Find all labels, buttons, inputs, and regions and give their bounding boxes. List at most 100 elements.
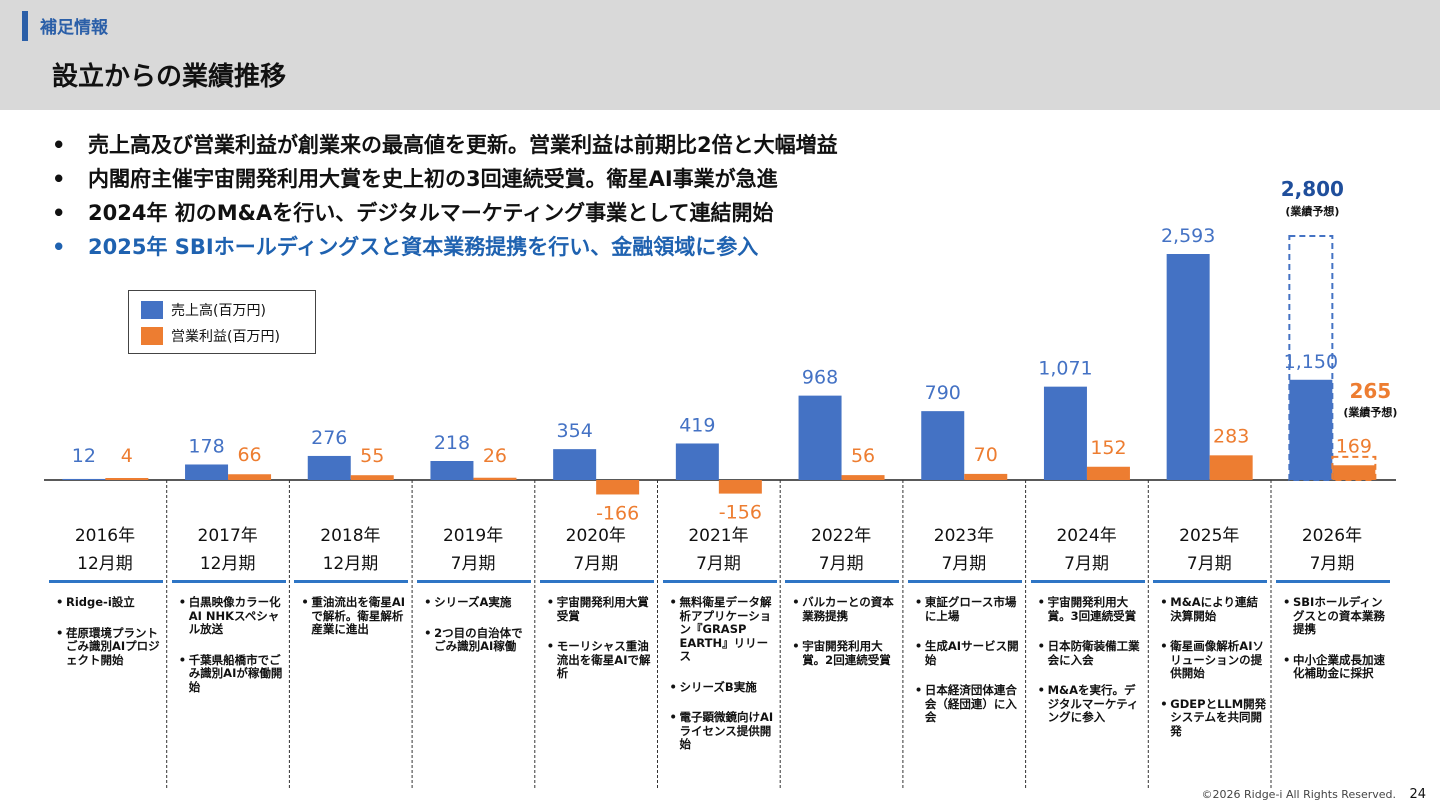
op-value-label: 66 <box>237 444 261 466</box>
op-bar <box>350 475 394 480</box>
sales-bar <box>1043 386 1087 480</box>
milestone-list: 宇宙開発利用大賞受賞モーリシャス重油流出を衛星AIで解析 <box>547 595 655 698</box>
milestone-item: 中小企業成長加速化補助金に採択 <box>1283 653 1391 681</box>
period-term: 12月期 <box>77 554 133 574</box>
milestone-item: M&Aを実行。デジタルマーケティングに参入 <box>1038 683 1146 725</box>
period-underline <box>171 580 286 583</box>
milestone-list: 白黒映像カラー化AI NHKスペシャル放送千葉県船橋市でごみ識別AIが稼働開始 <box>179 595 287 711</box>
sales-value-label: 1,071 <box>1038 358 1092 380</box>
period-underline <box>662 580 777 583</box>
sales-value-label: 419 <box>679 414 715 436</box>
page-title: 設立からの業績推移 <box>52 62 287 92</box>
op-value-label: 169 <box>1336 435 1372 457</box>
sales-value-label: 276 <box>311 427 347 449</box>
period-term: 7月期 <box>1186 554 1232 574</box>
period-label: 2021年 7月期 <box>661 522 777 578</box>
sales-bar <box>675 443 719 480</box>
sales-bar <box>798 395 842 480</box>
sales-value-label: 178 <box>188 435 224 457</box>
period-underline <box>294 580 409 583</box>
op-value-label: 283 <box>1213 425 1249 447</box>
period-year: 2020年 <box>565 526 626 546</box>
milestone-list: Ridge-i設立荏原環境プラントごみ識別AIプロジェクト開始 <box>56 595 164 684</box>
op-bar <box>1332 465 1376 480</box>
op-value-label: -156 <box>719 502 762 524</box>
milestone-item: 千葉県船橋市でごみ識別AIが稼働開始 <box>179 653 287 695</box>
period-year: 2021年 <box>688 526 749 546</box>
sales-bar <box>1289 379 1333 480</box>
period-label: 2022年 7月期 <box>783 522 899 578</box>
milestone-list: バルカーとの資本業務提携宇宙開発利用大賞。2回連続受賞 <box>792 595 900 684</box>
milestone-item: Ridge-i設立 <box>56 595 164 610</box>
period-year: 2019年 <box>442 526 504 546</box>
op-bar <box>964 473 1008 480</box>
period-label: 2024年 7月期 <box>1029 522 1145 578</box>
period-term: 7月期 <box>818 554 864 574</box>
milestone-item: SBIホールディングスとの資本業務提携 <box>1283 595 1391 637</box>
op-bar <box>841 475 885 480</box>
op-bar <box>1209 455 1253 480</box>
legend-label-sales: 売上高(百万円) <box>171 303 266 319</box>
op-value-label: 26 <box>483 445 507 467</box>
sales-forecast-note: (業績予想) <box>1285 204 1339 218</box>
section-label: 補足情報 <box>40 18 108 38</box>
page-number: 24 <box>1409 787 1426 802</box>
period-year: 2018年 <box>320 526 381 546</box>
chart-legend: 売上高(百万円) 営業利益(百万円) <box>128 290 316 354</box>
legend-swatch-sales <box>141 301 163 319</box>
op-value-label: 152 <box>1090 437 1126 459</box>
sales-value-label: 968 <box>802 367 838 389</box>
legend-swatch-op <box>141 327 163 345</box>
milestone-item: 宇宙開発利用大賞。3回連続受賞 <box>1038 595 1146 623</box>
sales-bar <box>62 478 106 480</box>
op-forecast-outline <box>1331 455 1377 481</box>
milestone-item: 東証グロース市場に上場 <box>915 595 1023 623</box>
milestone-item: 宇宙開発利用大賞。2回連続受賞 <box>792 639 900 667</box>
period-label: 2026年 7月期 <box>1274 522 1390 578</box>
milestone-list: 宇宙開発利用大賞。3回連続受賞日本防衛装備工業会に入会 M&Aを実行。デジタルマー… <box>1038 595 1146 742</box>
legend-item-sales: 売上高(百万円) <box>141 300 266 320</box>
section-marker <box>22 11 28 41</box>
op-value-label: 55 <box>360 445 384 467</box>
summary-bullets: 売上高及び営業利益が創業来の最高値を更新。営業利益は前期比2倍と大幅増益 内閣府… <box>52 128 838 264</box>
op-bar <box>1086 466 1130 480</box>
sales-value-label: 218 <box>434 432 470 454</box>
milestone-item: 宇宙開発利用大賞受賞 <box>547 595 655 623</box>
sales-bar <box>430 460 474 480</box>
period-label: 2016年 12月期 <box>47 522 163 578</box>
sales-value-label: 2,593 <box>1161 225 1215 247</box>
period-term: 12月期 <box>322 554 379 574</box>
period-term: 12月期 <box>199 554 256 574</box>
period-label: 2018年 12月期 <box>292 522 408 578</box>
milestone-list: 東証グロース市場に上場生成AIサービス開始日本経済団体連合会（経団連）に入会 <box>915 595 1023 742</box>
milestone-item: 重油流出を衛星AIで解析。衛星解析産業に進出 <box>301 595 409 637</box>
milestone-item: 日本経済団体連合会（経団連）に入会 <box>915 683 1023 725</box>
milestone-item: 白黒映像カラー化AI NHKスペシャル放送 <box>179 595 287 637</box>
period-label: 2023年 7月期 <box>906 522 1022 578</box>
milestone-item: 衛星画像解析AIソリューションの提供開始 <box>1160 639 1268 681</box>
period-term: 7月期 <box>1309 554 1355 574</box>
sales-value-label: 12 <box>72 445 96 467</box>
period-year: 2026年 <box>1301 526 1363 546</box>
sales-bar <box>307 455 351 480</box>
period-underline <box>49 580 163 583</box>
op-bar <box>718 480 762 494</box>
milestone-item: 生成AIサービス開始 <box>915 639 1023 667</box>
period-underline <box>1276 580 1390 583</box>
period-year: 2022年 <box>811 526 872 546</box>
op-value-label: 56 <box>851 445 875 467</box>
sales-value-label: 354 <box>557 420 593 442</box>
op-bar <box>596 480 640 495</box>
op-value-label: 70 <box>974 444 998 466</box>
op-value-label: 4 <box>121 445 133 467</box>
period-underline <box>417 580 532 583</box>
period-year: 2017年 <box>197 526 258 546</box>
milestone-list: M&Aにより連結決算開始衛星画像解析AIソリューションの提供開始 GDEPとLLM… <box>1160 595 1268 755</box>
period-term: 7月期 <box>696 554 741 574</box>
op-bar <box>105 478 149 480</box>
period-underline <box>539 580 654 583</box>
milestone-item: モーリシャス重油流出を衛星AIで解析 <box>547 639 655 681</box>
op-forecast-value: 265 <box>1349 379 1391 403</box>
milestone-item: シリーズB実施 <box>670 680 778 695</box>
